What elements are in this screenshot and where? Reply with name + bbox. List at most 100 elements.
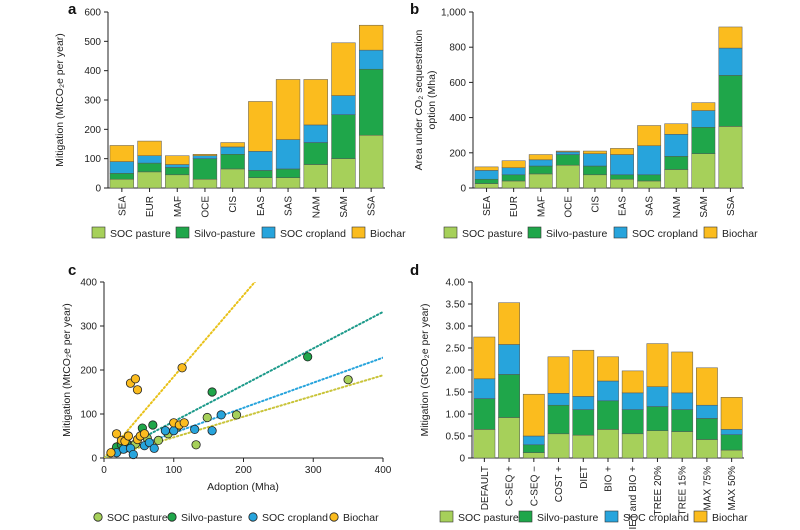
- y-tick-label: 400: [449, 113, 466, 124]
- bar-diet-and-bio-biochar: [621, 370, 644, 394]
- y-axis-title: Mitigation (MtCO₂e per year): [54, 33, 66, 167]
- x-tick-label-oce: OCE: [200, 196, 211, 218]
- legend-swatch-soc-cropland: [248, 512, 258, 522]
- bar-oce-biochar: [192, 154, 218, 156]
- bar-eur-silvo-pasture: [137, 162, 162, 173]
- y-tick-label: 1.50: [446, 388, 466, 399]
- bar-max-50-soc-cropland: [720, 429, 743, 435]
- x-tick-label: 200: [235, 465, 252, 476]
- bar-sam-biochar: [331, 42, 356, 96]
- bar-eur-silvo-pasture: [501, 174, 526, 182]
- x-tick-label-maf: MAF: [173, 196, 184, 217]
- point-soc-pasture: [343, 375, 353, 385]
- bar-oce-soc-pasture: [555, 164, 580, 189]
- legend-item-soc-pasture: SOC pasture: [91, 226, 171, 240]
- legend-label-silvo-pasture: Silvo-pasture: [194, 228, 255, 240]
- legend-label-biochar: Biochar: [712, 512, 748, 524]
- legend-b: SOC pasture Silvo-pasture SOC cropland Bioc…: [443, 226, 758, 240]
- bar-sea-soc-pasture: [474, 183, 499, 189]
- bar-c-seq-biochar: [522, 393, 545, 437]
- bar-eur-biochar: [501, 160, 526, 169]
- point-soc-cropland: [128, 449, 138, 460]
- bar-eas-biochar: [610, 148, 634, 155]
- y-axis-title: Mitigation (MtCO₂e per year): [61, 303, 73, 437]
- legend-label-biochar: Biochar: [370, 228, 406, 240]
- bar-sea-biochar: [474, 166, 499, 171]
- x-tick-label-max-50: MAX 50%: [727, 466, 738, 511]
- x-tick-label-sam: SAM: [339, 196, 350, 218]
- bar-sam-soc-pasture: [331, 158, 356, 189]
- x-tick-label-nam: NAM: [311, 196, 322, 218]
- bar-sas-soc-cropland: [637, 145, 662, 176]
- x-tick-label-sas: SAS: [284, 196, 295, 216]
- bar-eas-soc-pasture: [610, 178, 634, 189]
- legend-swatch-soc-cropland: [261, 226, 276, 239]
- point-soc-pasture: [153, 435, 164, 445]
- legend-item-silvo-pasture: Silvo-pasture: [518, 510, 598, 524]
- panel-letter-a: a: [68, 1, 77, 18]
- panel-letter-d: d: [410, 262, 419, 279]
- x-tick-label: 0: [101, 465, 107, 476]
- point-soc-cropland: [149, 443, 159, 453]
- bar-ssa-silvo-pasture: [358, 68, 384, 136]
- legend-label-biochar: Biochar: [343, 512, 379, 524]
- x-tick-label: 400: [375, 465, 392, 476]
- bar-nam-soc-cropland: [664, 134, 689, 157]
- x-tick-label-maf: MAF: [536, 196, 547, 217]
- x-tick-label-bio: BIO +: [604, 466, 615, 492]
- y-tick-label: 100: [84, 154, 101, 165]
- point-silvo-pasture: [148, 420, 158, 430]
- trendline-silvo-pasture: [104, 310, 383, 458]
- legend-label-silvo-pasture: Silvo-pasture: [537, 512, 598, 524]
- bar-cis-soc-cropland: [220, 146, 245, 155]
- bar-tree-15-soc-pasture: [671, 431, 694, 459]
- y-tick-label: 0: [91, 454, 97, 465]
- y-tick-label: 3.50: [446, 300, 466, 311]
- bar-tree-20-soc-pasture: [646, 430, 669, 459]
- legend-item-soc-cropland: SOC cropland: [248, 512, 328, 524]
- bar-sam-soc-cropland: [691, 110, 716, 128]
- x-tick-label: 300: [305, 465, 322, 476]
- point-soc-pasture: [202, 412, 212, 423]
- bar-tree-20-biochar: [646, 343, 669, 387]
- bar-max-75-soc-pasture: [696, 439, 718, 459]
- bar-eas-silvo-pasture: [610, 174, 634, 180]
- bar-eur-soc-cropland: [137, 155, 162, 164]
- point-biochar: [130, 374, 140, 384]
- bar-cis-silvo-pasture: [220, 154, 245, 170]
- legend-item-biochar: Biochar: [703, 226, 758, 240]
- legend-swatch-silvo-pasture: [527, 226, 542, 239]
- bar-eur-soc-pasture: [501, 180, 526, 189]
- x-tick-label-oce: OCE: [563, 196, 574, 218]
- legend-label-soc-pasture: SOC pasture: [110, 228, 171, 240]
- y-tick-label: 500: [84, 37, 101, 48]
- legend-item-soc-pasture: SOC pasture: [443, 226, 523, 240]
- y-tick-label: 2.00: [446, 366, 466, 377]
- bar-tree-20-silvo-pasture: [646, 406, 669, 431]
- bar-c-seq-soc-cropland: [522, 435, 545, 446]
- point-soc-cropland: [160, 426, 170, 436]
- point-biochar: [111, 429, 122, 439]
- bar-sas-biochar: [275, 79, 301, 140]
- point-soc-cropland: [207, 426, 217, 436]
- point-biochar: [132, 385, 143, 395]
- bar-maf-biochar: [165, 155, 190, 165]
- x-tick-label-ssa: SSA: [726, 196, 737, 216]
- y-tick-label: 200: [449, 148, 466, 159]
- y-tick-label: 300: [84, 96, 101, 107]
- x-tick-label-sam: SAM: [699, 196, 710, 218]
- y-axis-title: Mitigation (GtCO₂e per year): [419, 303, 431, 436]
- bar-ssa-biochar: [718, 26, 743, 49]
- bar-nam-soc-cropland: [303, 124, 328, 143]
- bar-eas-soc-pasture: [248, 177, 273, 189]
- bar-max-75-biochar: [696, 367, 718, 406]
- bar-eur-soc-pasture: [137, 171, 162, 189]
- legend-item-soc-pasture: SOC pasture: [93, 512, 168, 524]
- legend-swatch-soc-pasture: [439, 510, 454, 523]
- y-tick-label: 3.00: [446, 322, 466, 333]
- bar-diet-soc-pasture: [572, 434, 595, 459]
- y-tick-label: 800: [449, 43, 466, 54]
- bar-nam-biochar: [664, 123, 689, 135]
- legend-item-soc-cropland: SOC cropland: [613, 226, 698, 240]
- bar-max-50-soc-pasture: [720, 449, 743, 459]
